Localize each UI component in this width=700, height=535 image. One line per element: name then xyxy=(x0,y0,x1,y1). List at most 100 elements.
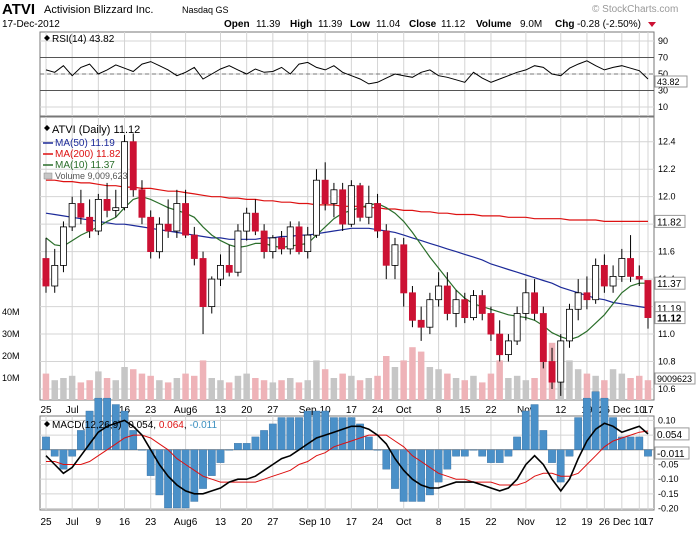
candle-body xyxy=(269,237,277,252)
candle xyxy=(147,210,155,259)
candle-body xyxy=(408,292,416,321)
volume-bar xyxy=(531,378,538,400)
candle xyxy=(374,193,381,238)
candle-body xyxy=(112,207,120,211)
candle xyxy=(243,207,251,241)
candle xyxy=(234,224,242,277)
chart-date: 17-Dec-2012 xyxy=(2,19,60,30)
volume-bar xyxy=(417,351,425,400)
x-tick-label: Sep xyxy=(299,405,317,416)
volume-bar xyxy=(356,380,364,400)
rsi-grid xyxy=(40,32,654,116)
volume-bar xyxy=(365,378,372,400)
macd-hist-bar xyxy=(242,443,251,450)
x-tick-label: Oct xyxy=(396,517,412,528)
macd-hist-bar xyxy=(155,449,164,496)
candle xyxy=(330,182,338,218)
macd-legend-sep1: , xyxy=(153,420,159,431)
x-tick-label: 12 xyxy=(555,517,567,528)
x-tick-label: 27 xyxy=(267,405,279,416)
macd-hist-bar xyxy=(42,436,50,450)
watermark: © StockCharts.com xyxy=(592,4,678,15)
candle xyxy=(504,334,512,362)
x-tick-label: 10 xyxy=(320,517,332,528)
macd-hist-bar xyxy=(190,449,199,502)
candle-body xyxy=(216,264,224,280)
rsi-line xyxy=(45,60,649,85)
rsi-axis-label: 50 xyxy=(658,69,668,79)
x-tick-label: 16 xyxy=(119,405,131,416)
volume-bar xyxy=(103,378,111,400)
macd-hist-bar xyxy=(565,449,574,457)
candle xyxy=(461,292,469,324)
candle-body xyxy=(234,230,242,273)
volume-bar xyxy=(330,378,338,400)
ma10-line xyxy=(45,196,648,341)
macd-hist-bar xyxy=(321,410,330,450)
macd-axis-label: -0.20 xyxy=(658,504,679,514)
macd-hist-bar xyxy=(303,410,312,450)
candle-body xyxy=(400,244,408,294)
macd-hist-bar xyxy=(460,449,469,457)
candle xyxy=(260,224,268,259)
candle xyxy=(531,279,538,321)
x-tick-label: 10 xyxy=(634,405,646,416)
price-tag-box xyxy=(654,311,686,325)
macd-legend-sep2: , xyxy=(184,420,190,431)
chg-label: Chg xyxy=(555,19,574,30)
candle xyxy=(435,272,443,307)
candle xyxy=(94,193,102,236)
candle-body xyxy=(496,333,504,356)
candle xyxy=(77,189,85,225)
volume-bar xyxy=(95,371,102,400)
diamond-icon xyxy=(44,35,50,41)
volume-label: Volume xyxy=(476,19,512,30)
candle-body xyxy=(470,295,477,319)
macd-hist-bar xyxy=(399,449,408,502)
macd-hist-bar xyxy=(609,417,617,450)
candle xyxy=(304,226,312,259)
macd-hist-bar xyxy=(452,449,460,457)
candle-body xyxy=(225,264,233,273)
macd-hist-bar xyxy=(478,449,487,457)
macd-panel: 0.100.050.00-0.05-0.10-0.15-0.20 0.054-0… xyxy=(39,391,690,514)
macd-axis-label: -0.05 xyxy=(658,459,679,469)
macd-hist-bar xyxy=(539,430,548,450)
ma50-legend-label: MA(50) 11.19 xyxy=(55,138,115,149)
volume-bar xyxy=(513,375,521,400)
macd-hist-bar xyxy=(173,449,181,509)
volume-bar xyxy=(217,380,224,400)
macd-hist-bar xyxy=(548,449,556,463)
low-label: Low xyxy=(350,19,370,30)
candle xyxy=(627,235,634,282)
x-tick-label: 23 xyxy=(145,405,157,416)
macd-hist-bar xyxy=(617,436,626,450)
x-tick-label: Aug6 xyxy=(174,517,198,528)
x-tick-label: 13 xyxy=(215,405,227,416)
rsi-axis-label: 30 xyxy=(658,86,668,96)
x-tick-label: 20 xyxy=(241,517,253,528)
candle xyxy=(42,237,50,293)
volume-bar xyxy=(348,375,355,400)
diamond-icon xyxy=(44,421,50,427)
macd-hist-bar xyxy=(417,449,426,502)
volume-bar xyxy=(304,380,311,400)
candle xyxy=(400,237,408,307)
candle-body xyxy=(435,285,443,301)
candle xyxy=(103,182,111,218)
candle-body xyxy=(164,223,172,232)
candle-body xyxy=(618,258,626,277)
candle xyxy=(121,134,128,211)
volume-bar xyxy=(42,373,50,400)
candle xyxy=(592,258,600,304)
x-tick-label: 19 xyxy=(581,517,593,528)
x-tick-label: 25 xyxy=(40,517,52,528)
rsi-axis: 90 70 50 30 10 xyxy=(658,36,668,112)
volume-bar xyxy=(479,382,486,400)
volume-bar xyxy=(147,375,154,400)
macd-line xyxy=(45,419,649,495)
x-tick-label: Nov xyxy=(517,517,535,528)
candle-body xyxy=(243,212,251,232)
